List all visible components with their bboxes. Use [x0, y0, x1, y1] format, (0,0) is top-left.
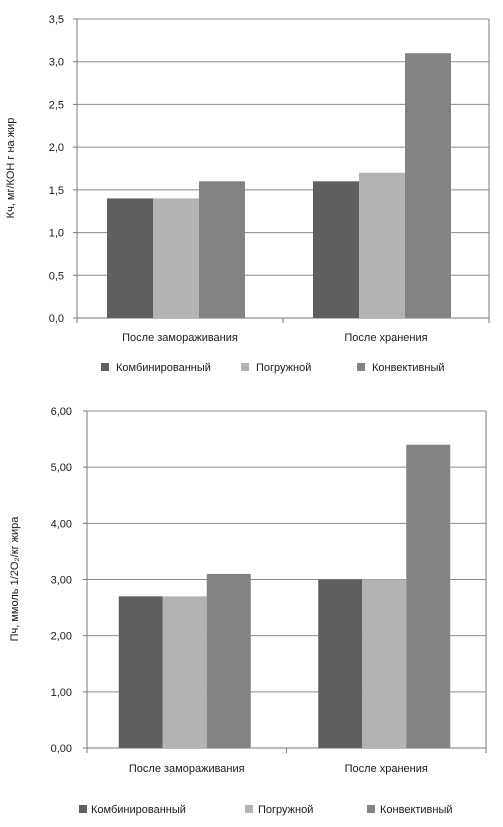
legend-swatch-3 — [357, 363, 365, 371]
bar-1-2 — [313, 181, 359, 318]
legend-swatch-2 — [241, 363, 249, 371]
bar-1-1 — [107, 198, 153, 318]
legend-swatch-3 — [367, 805, 375, 813]
bar-3-1 — [199, 181, 245, 318]
legend-label-1: Комбинированный — [91, 804, 186, 816]
bar-3-1 — [206, 573, 251, 748]
legend-label-3: Конвективный — [380, 804, 453, 816]
category-label: После замораживания — [129, 763, 245, 775]
legend-label-2: Погружной — [258, 804, 313, 816]
y-tick-label: 2,5 — [49, 99, 64, 111]
bar-2-1 — [153, 198, 199, 318]
y-tick-label: 0,0 — [49, 313, 64, 325]
legend-label-2: Погружной — [256, 362, 311, 374]
y-axis-title: Кч, мг/КОН г на жир — [5, 118, 17, 219]
y-tick-label: 0,5 — [49, 270, 64, 282]
y-tick-label: 5,00 — [51, 462, 72, 474]
bar-2-1 — [162, 596, 207, 748]
legend-swatch-2 — [245, 805, 253, 813]
bar-1-2 — [318, 579, 363, 748]
legend-label-1: Комбинированный — [116, 362, 211, 374]
bar-1-1 — [118, 596, 163, 748]
y-axis-title: Пч, ммоль 1/2O₂/кг жира — [9, 516, 21, 642]
chart-2: 0,00 1,00 2,00 3,00 4,00 5,00 6,00 После замора… — [9, 406, 487, 816]
y-tick-label: 3,5 — [49, 14, 64, 26]
y-tick-label: 3,00 — [51, 575, 72, 587]
legend-label-3: Конвективный — [372, 362, 445, 374]
category-label: После замораживания — [122, 332, 238, 344]
chart-1: 0,0 0,5 1,0 1,5 2,0 2,5 3,0 3,5 После заморажива… — [5, 14, 490, 374]
y-tick-label: 1,00 — [51, 687, 72, 699]
y-tick-label: 1,5 — [49, 185, 64, 197]
y-tick-label: 0,00 — [51, 743, 72, 755]
category-label: После хранения — [344, 332, 427, 344]
bar-3-2 — [406, 444, 451, 748]
bar-2-2 — [362, 579, 407, 748]
y-tick-label: 2,00 — [51, 631, 72, 643]
y-tick-label: 6,00 — [51, 406, 72, 418]
y-tick-label: 3,0 — [49, 57, 64, 69]
bar-2-2 — [359, 172, 405, 318]
category-label: После хранения — [345, 763, 428, 775]
legend-swatch-1 — [79, 805, 87, 813]
y-tick-label: 4,00 — [51, 518, 72, 530]
y-tick-label: 2,0 — [49, 142, 64, 154]
bar-3-2 — [405, 53, 451, 319]
y-tick-label: 1,0 — [49, 228, 64, 240]
legend-swatch-1 — [101, 363, 109, 371]
